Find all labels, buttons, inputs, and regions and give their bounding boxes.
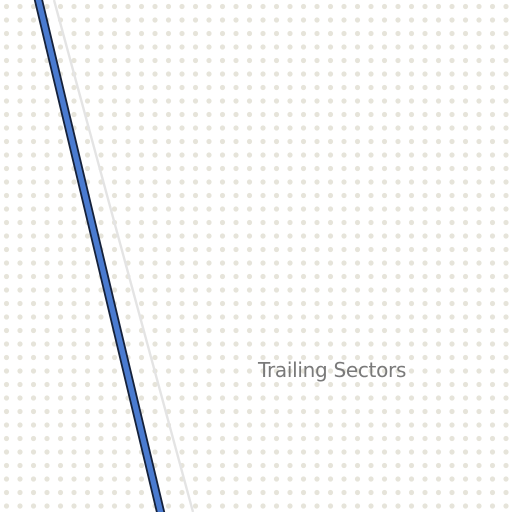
route-line[interactable] — [35, 0, 164, 512]
secondary-road-line — [52, 0, 195, 512]
area-label: Trailing Sectors — [258, 358, 407, 382]
